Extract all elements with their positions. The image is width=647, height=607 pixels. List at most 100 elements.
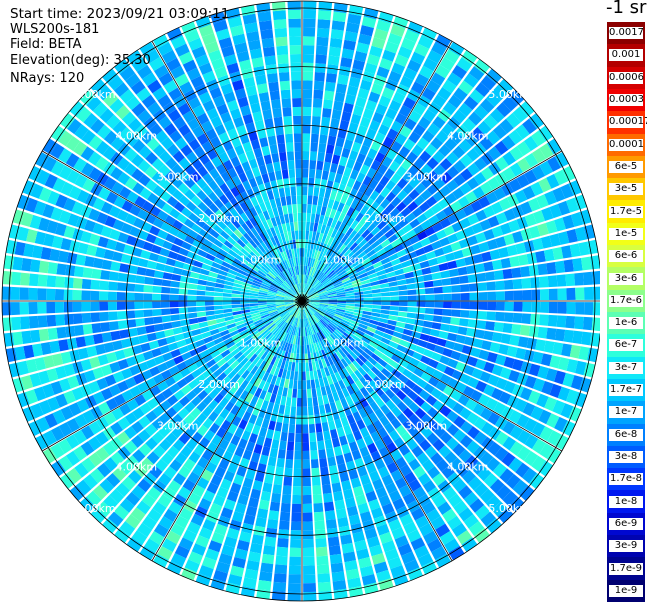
range-gate xyxy=(152,184,165,197)
range-gate xyxy=(332,181,340,192)
range-gate xyxy=(14,241,26,256)
range-gate xyxy=(21,330,32,345)
range-gate xyxy=(340,57,353,68)
range-gate xyxy=(324,255,331,264)
range-gate xyxy=(312,485,322,495)
range-gate xyxy=(453,159,467,173)
range-gate xyxy=(125,292,135,301)
range-gate xyxy=(530,313,540,325)
range-gate xyxy=(283,342,289,352)
range-gate xyxy=(458,275,469,284)
range-gate xyxy=(346,298,355,301)
range-gate xyxy=(322,278,331,286)
range-gate xyxy=(474,329,485,339)
range-gate xyxy=(324,281,333,288)
range-gate xyxy=(82,410,96,424)
range-gate xyxy=(539,276,549,288)
range-gate xyxy=(84,219,96,232)
range-gate xyxy=(101,332,112,343)
range-gate xyxy=(331,482,342,493)
range-gate xyxy=(275,276,284,284)
range-gate xyxy=(322,328,330,337)
range-gate xyxy=(324,403,332,414)
range-gate xyxy=(461,537,478,552)
range-gate xyxy=(134,394,147,407)
range-gate xyxy=(242,577,257,589)
range-gate xyxy=(425,250,437,260)
range-gate xyxy=(377,372,387,382)
range-gate xyxy=(260,351,269,361)
range-gate xyxy=(221,333,232,341)
range-gate xyxy=(335,83,347,94)
range-gate xyxy=(264,473,274,484)
range-gate xyxy=(421,413,433,426)
range-gate xyxy=(508,496,525,513)
range-gate xyxy=(220,349,231,358)
range-gate xyxy=(242,180,252,191)
range-gate xyxy=(311,476,321,486)
range-gate xyxy=(244,382,254,393)
range-gate xyxy=(416,230,428,241)
range-gate xyxy=(211,57,225,70)
range-gate xyxy=(414,43,430,57)
range-gate xyxy=(371,308,381,314)
range-gate xyxy=(337,296,347,300)
range-gate xyxy=(147,101,162,116)
range-gate xyxy=(253,377,262,388)
range-gate xyxy=(236,272,246,279)
range-gate xyxy=(299,318,302,328)
range-gate xyxy=(402,407,414,419)
range-gate xyxy=(390,417,402,430)
range-gate xyxy=(483,114,499,130)
range-gate xyxy=(519,485,535,501)
range-gate xyxy=(350,477,362,489)
range-gate xyxy=(382,136,395,148)
range-gate xyxy=(284,295,294,299)
range-gate xyxy=(209,422,220,434)
range-gate xyxy=(533,210,546,224)
range-gate xyxy=(368,91,381,103)
range-gate xyxy=(184,257,195,266)
range-gate xyxy=(289,240,294,250)
range-gate xyxy=(188,492,202,505)
range-gate xyxy=(274,564,288,575)
range-gate xyxy=(201,556,217,570)
range-gate xyxy=(515,242,527,255)
range-gate xyxy=(523,240,535,253)
range-gate xyxy=(428,358,439,369)
range-gate xyxy=(235,397,245,408)
range-gate xyxy=(344,312,354,318)
range-gate xyxy=(299,353,302,363)
range-gate xyxy=(316,369,323,379)
range-gate xyxy=(444,451,458,465)
range-gate xyxy=(359,215,369,226)
range-gate xyxy=(249,542,263,554)
range-gate xyxy=(549,233,561,247)
range-gate xyxy=(68,402,82,417)
range-gate xyxy=(299,283,302,293)
range-gate xyxy=(96,124,112,140)
range-gate xyxy=(327,198,335,209)
colorbar-tick-label: 1e-7 xyxy=(609,406,643,419)
range-gate xyxy=(228,344,238,353)
range-gate xyxy=(242,411,252,422)
range-gate xyxy=(355,379,364,390)
range-gate xyxy=(277,54,289,64)
range-gate xyxy=(170,65,185,79)
range-gate xyxy=(242,314,252,320)
range-gate xyxy=(432,369,444,380)
range-gate xyxy=(177,407,190,420)
range-gate xyxy=(314,213,320,224)
range-gate xyxy=(252,236,261,246)
range-gate xyxy=(178,123,191,137)
range-gate xyxy=(408,189,420,201)
range-gate xyxy=(226,99,239,112)
range-gate xyxy=(223,257,234,265)
range-gate xyxy=(437,501,452,516)
range-gate xyxy=(486,130,501,145)
range-gate xyxy=(345,251,355,260)
range-gate xyxy=(444,137,458,151)
range-gate xyxy=(381,301,391,306)
range-gate xyxy=(441,465,455,479)
colorbar-tick-label: 6e-9 xyxy=(609,517,643,530)
